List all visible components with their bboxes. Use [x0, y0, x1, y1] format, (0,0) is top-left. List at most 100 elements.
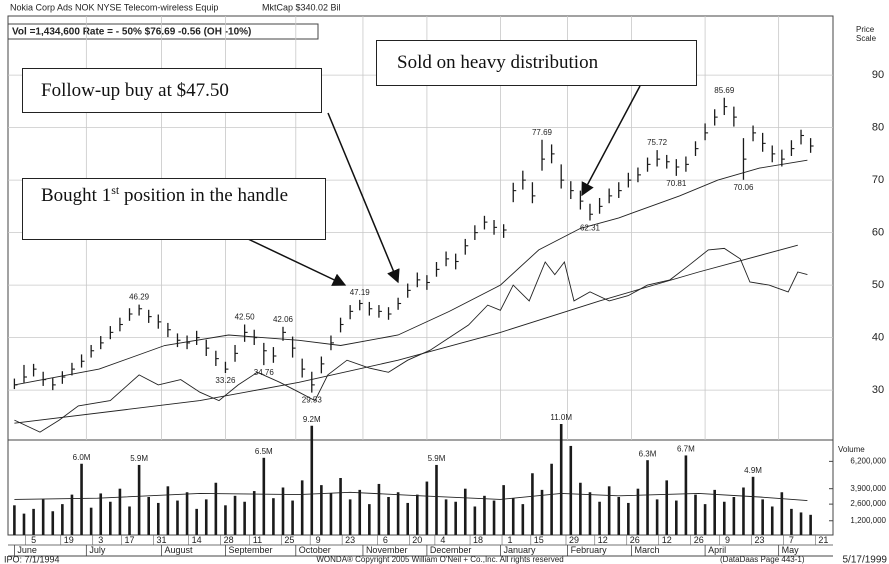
x-tick-label: 9 [316, 535, 321, 545]
y-label: Price [856, 25, 875, 34]
y-tick-label: 50 [872, 279, 884, 291]
price-label: 47.19 [350, 288, 371, 297]
volume-bar [665, 480, 669, 535]
volume-bar [550, 463, 553, 535]
volume-bar [252, 491, 256, 535]
volume-bar [502, 485, 505, 535]
x-tick-label: 23 [345, 535, 355, 545]
volume-bar [751, 476, 755, 535]
volume-bars [13, 424, 812, 535]
volume-bar [780, 492, 784, 535]
y-tick-label: 90 [872, 69, 884, 81]
month-label: February [571, 545, 608, 555]
footer-page: (DataDaas Page 443-1) [720, 555, 805, 564]
volume-bar [607, 486, 611, 535]
volume-bar [281, 487, 285, 535]
volume-bar [559, 424, 563, 535]
overlay-line [14, 244, 798, 424]
volume-bar [156, 502, 160, 535]
price-label: 42.50 [235, 313, 256, 322]
y-tick-label: 80 [872, 122, 884, 134]
x-tick-label: 28 [224, 535, 234, 545]
arrow [327, 112, 400, 284]
volume-bar [377, 483, 381, 535]
x-tick-label: 19 [64, 535, 74, 545]
volume-bar [588, 492, 592, 535]
volume-bar [569, 445, 573, 535]
frame [7, 15, 834, 536]
y-tick-label: 70 [872, 174, 884, 186]
x-tick-label: 1 [508, 535, 513, 545]
volume-bar [368, 504, 371, 535]
volume-bar [109, 501, 112, 535]
x-tick-label: 29 [569, 535, 579, 545]
volume-bar [70, 494, 74, 535]
volume-bar [224, 505, 227, 535]
month-label: December [430, 545, 472, 555]
callout-text: position in the handle [119, 185, 289, 206]
volume-bar [310, 425, 314, 535]
volume-bar [511, 498, 515, 535]
volume-bar [147, 497, 150, 535]
volume-bar [531, 473, 534, 535]
price-label: 75.72 [647, 138, 668, 147]
y2-tick-label: 1,200,000 [850, 516, 886, 525]
volume-bar [214, 482, 218, 535]
mktcap: MktCap $340.02 Bil [262, 2, 341, 12]
y-tick-label: 30 [872, 384, 884, 396]
volume-bar [790, 508, 793, 535]
volume-bar [703, 504, 707, 535]
volume-bar [444, 499, 448, 535]
callout-text: Bought 1 [41, 185, 112, 206]
x-tick-label: 3 [98, 535, 103, 545]
volume-label: 9.2M [303, 415, 321, 424]
volume-bar [617, 497, 621, 535]
price-label: 34.76 [254, 368, 275, 377]
y2-tick-label: 3,900,000 [850, 484, 886, 493]
volume-bar [61, 504, 64, 535]
volume-bar [742, 487, 745, 535]
month-label: May [782, 545, 800, 555]
volume-bar [770, 506, 774, 535]
volume-bar [320, 485, 323, 535]
volume-bar [41, 499, 45, 535]
volume-bar [521, 504, 525, 535]
volume-label: 5.9M [428, 454, 446, 463]
month-label: August [164, 545, 193, 555]
x-tick-label: 31 [156, 535, 166, 545]
volume-bar [291, 500, 294, 535]
volume-bar [761, 499, 764, 535]
volume-bar [51, 511, 55, 535]
volume-bar [118, 488, 122, 535]
x-tick-label: 7 [789, 535, 794, 545]
volume-bar [233, 495, 237, 535]
x-tick-label: 23 [754, 535, 764, 545]
volume-bar [473, 506, 477, 535]
x-tick-label: 11 [253, 535, 262, 545]
volume-average-line [14, 491, 808, 502]
y-label: Scale [856, 34, 877, 43]
volume-bar [684, 455, 688, 535]
volume-bar [492, 500, 496, 535]
volume-bar [137, 464, 141, 535]
x-tick-label: 21 [818, 535, 828, 545]
volume-bar [799, 512, 803, 535]
callout-text: Sold on heavy distribution [397, 52, 599, 73]
y-tick-label: 60 [872, 227, 884, 239]
price-label: 70.06 [733, 183, 754, 192]
price-label: 46.29 [129, 293, 150, 302]
x-tick-label: 9 [725, 535, 730, 545]
volume-bar [416, 494, 419, 535]
price-label: 29.53 [302, 396, 323, 405]
price-label: 85.69 [714, 86, 735, 95]
callout: Bought 1st position in the handle [22, 178, 326, 240]
volume-bar [722, 501, 726, 535]
volume-bar [195, 508, 198, 535]
y2-tick-label: 2,600,000 [850, 499, 886, 508]
footer-copyright: WONDA® Copyright 2005 William O'Neil + C… [316, 555, 563, 564]
volume-label: 11.0M [550, 413, 572, 422]
subtitle: Vol =1,434,600 Rate = - 50% $76.69 -0.56… [12, 27, 251, 38]
volume-bar [694, 494, 697, 535]
price-label: 70.81 [666, 179, 687, 188]
volume-bar [272, 498, 275, 535]
